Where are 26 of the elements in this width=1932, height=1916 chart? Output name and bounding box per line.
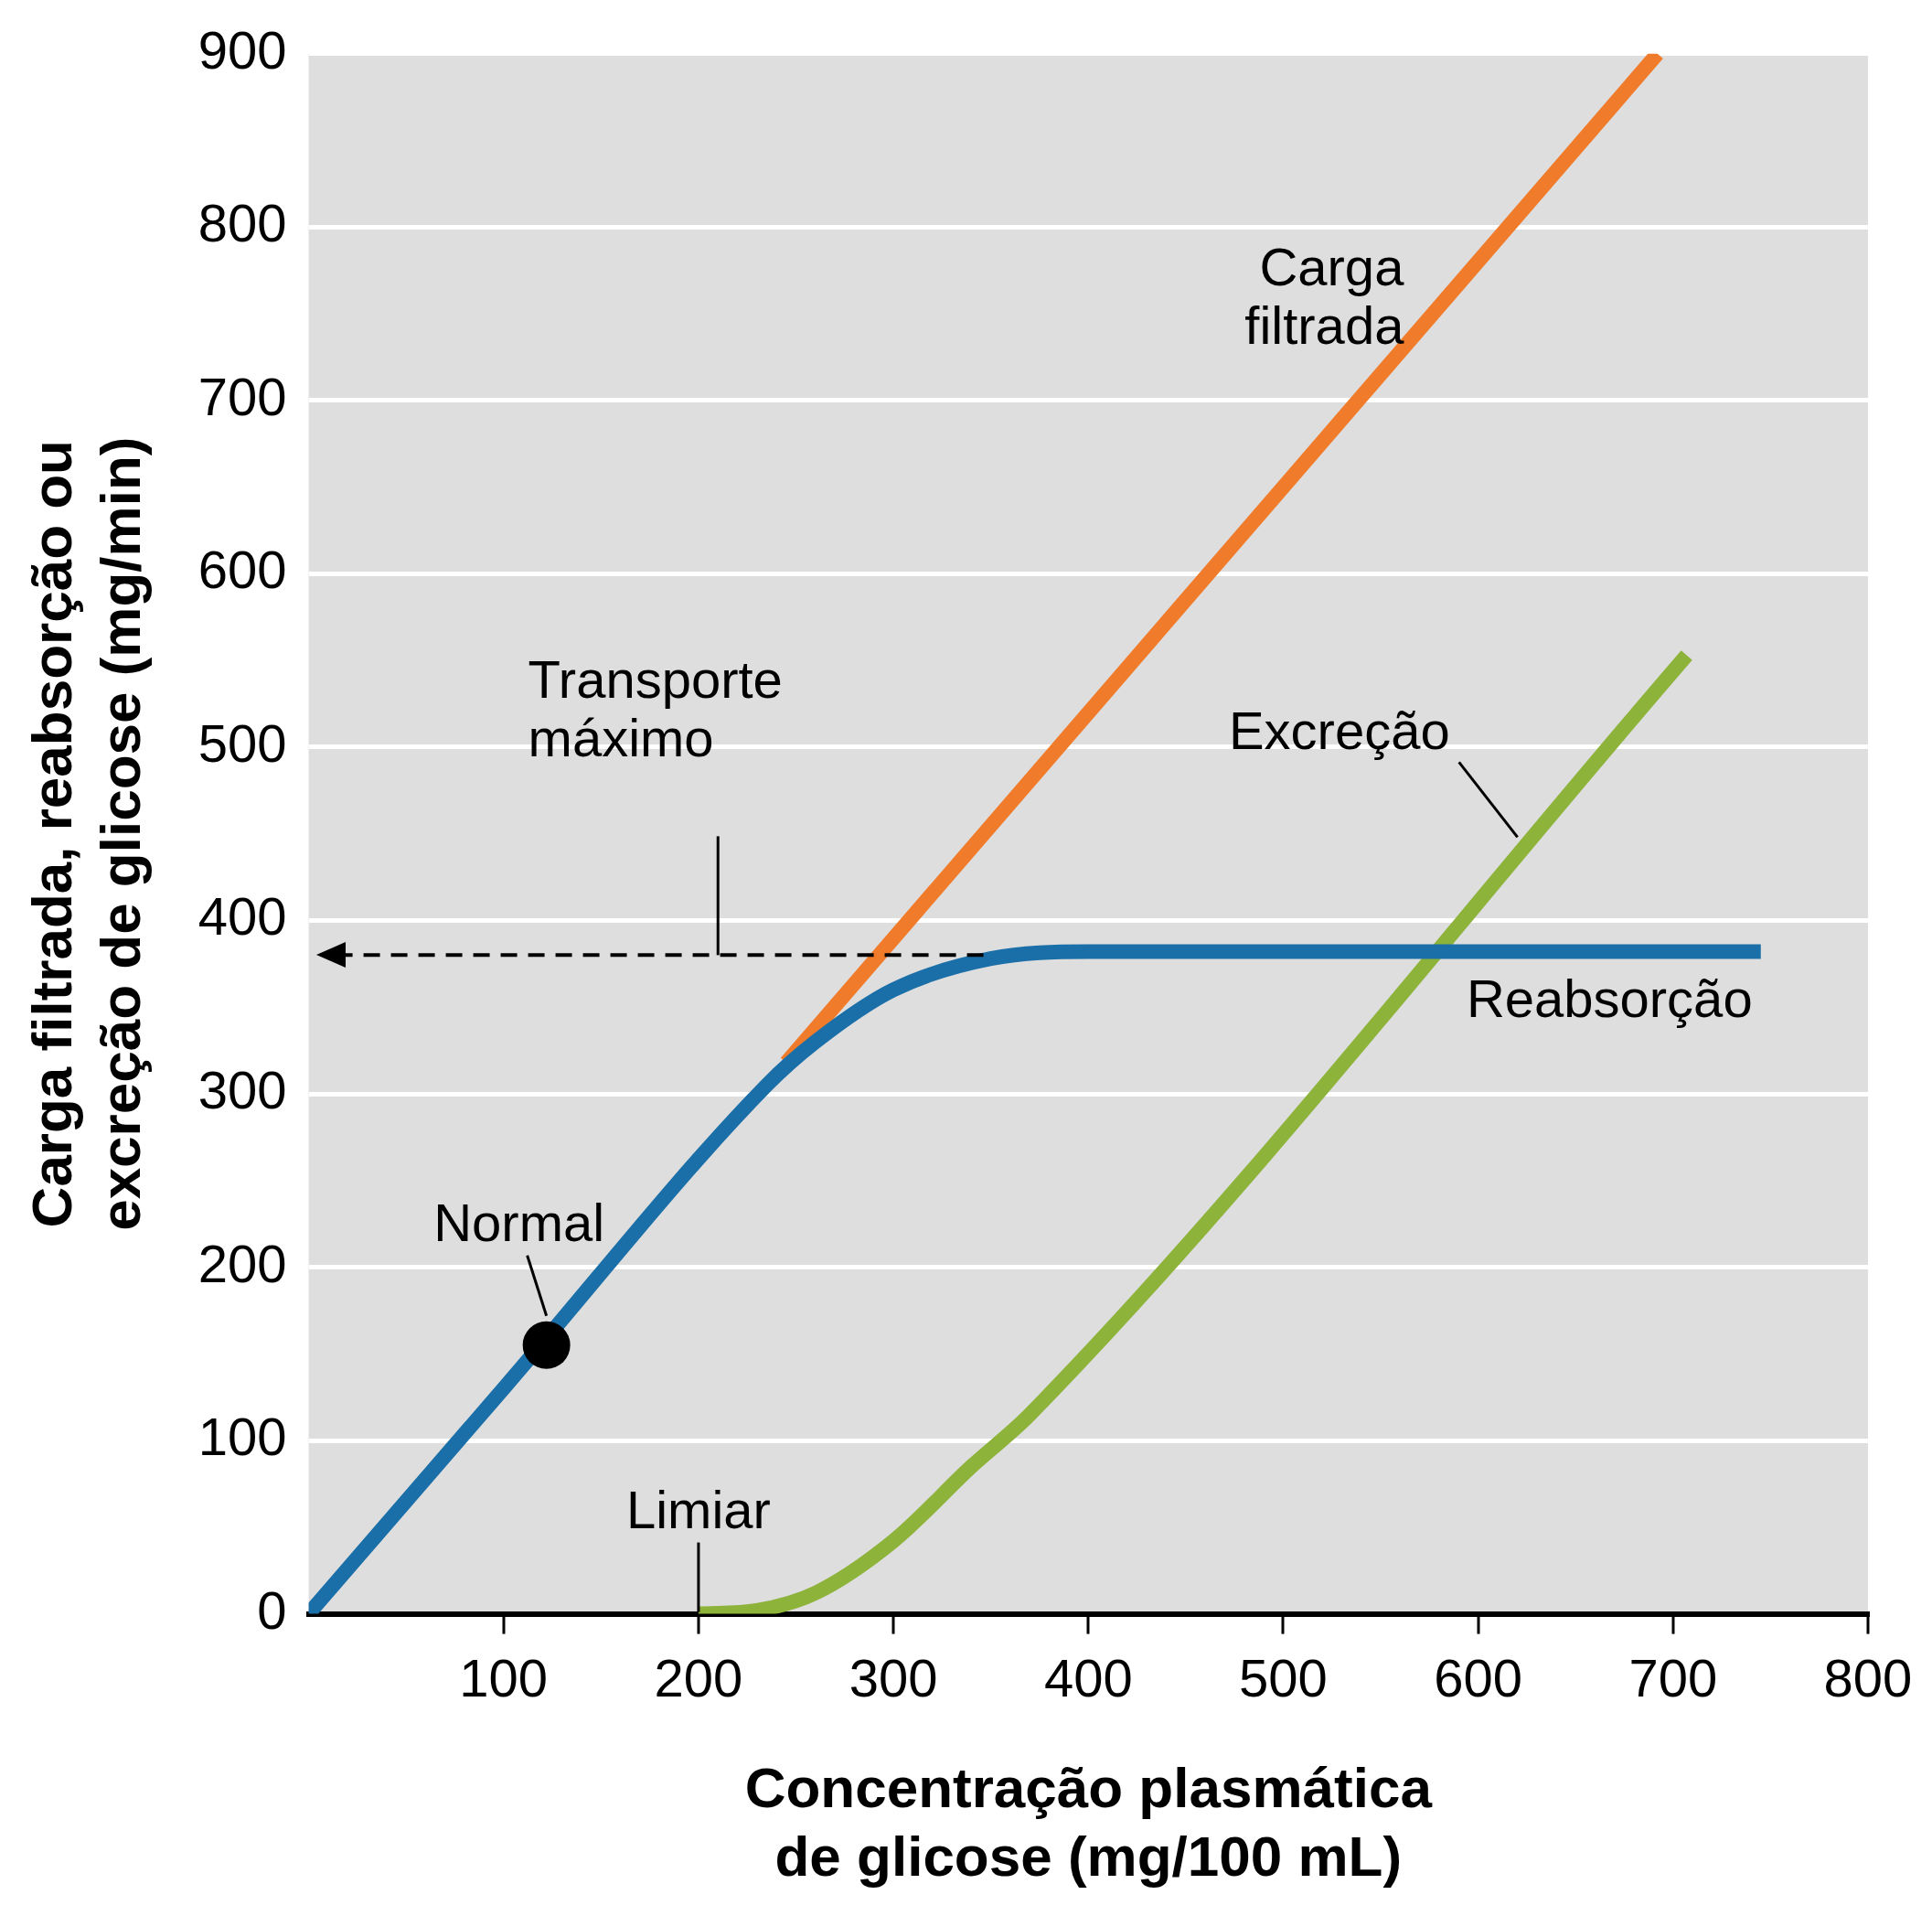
x-tick-label: 700 [1628,1648,1718,1708]
y-tick-label: 800 [197,193,287,253]
annotation: Normal [433,1192,605,1252]
ref-line-label: Transporte máximo [528,649,783,768]
y-tick-label: 600 [197,540,287,600]
y-tick-label: 200 [197,1233,287,1293]
x-axis-title: Concentração plasmática de glicose (mg/100 mL) [744,1756,1433,1888]
x-tick-label: 400 [1043,1648,1133,1708]
x-tick-label: 600 [1434,1648,1523,1708]
x-tick-label: 800 [1823,1648,1913,1708]
y-tick-label: 300 [197,1060,287,1119]
x-tick-label: 300 [849,1648,938,1708]
x-tick-label: 200 [654,1648,743,1708]
y-axis-title: Carga filtrada, reabsorção ou excreção de glicose (mg/min) [20,436,152,1231]
x-tick-label: 100 [459,1648,549,1708]
annotation: Limiar [625,1479,771,1539]
y-tick-label: 900 [197,19,287,80]
y-tick-label: 0 [257,1579,287,1640]
x-tick-label: 500 [1239,1648,1328,1708]
y-tick-label: 400 [197,886,287,947]
y-tick-label: 700 [197,366,287,426]
y-tick-label: 100 [197,1407,287,1467]
y-tick-label: 500 [197,712,287,773]
series-label: Carga filtrada [1244,236,1405,355]
text: Excreção [1228,701,1450,761]
series-label: Reabsorção [1466,968,1753,1028]
